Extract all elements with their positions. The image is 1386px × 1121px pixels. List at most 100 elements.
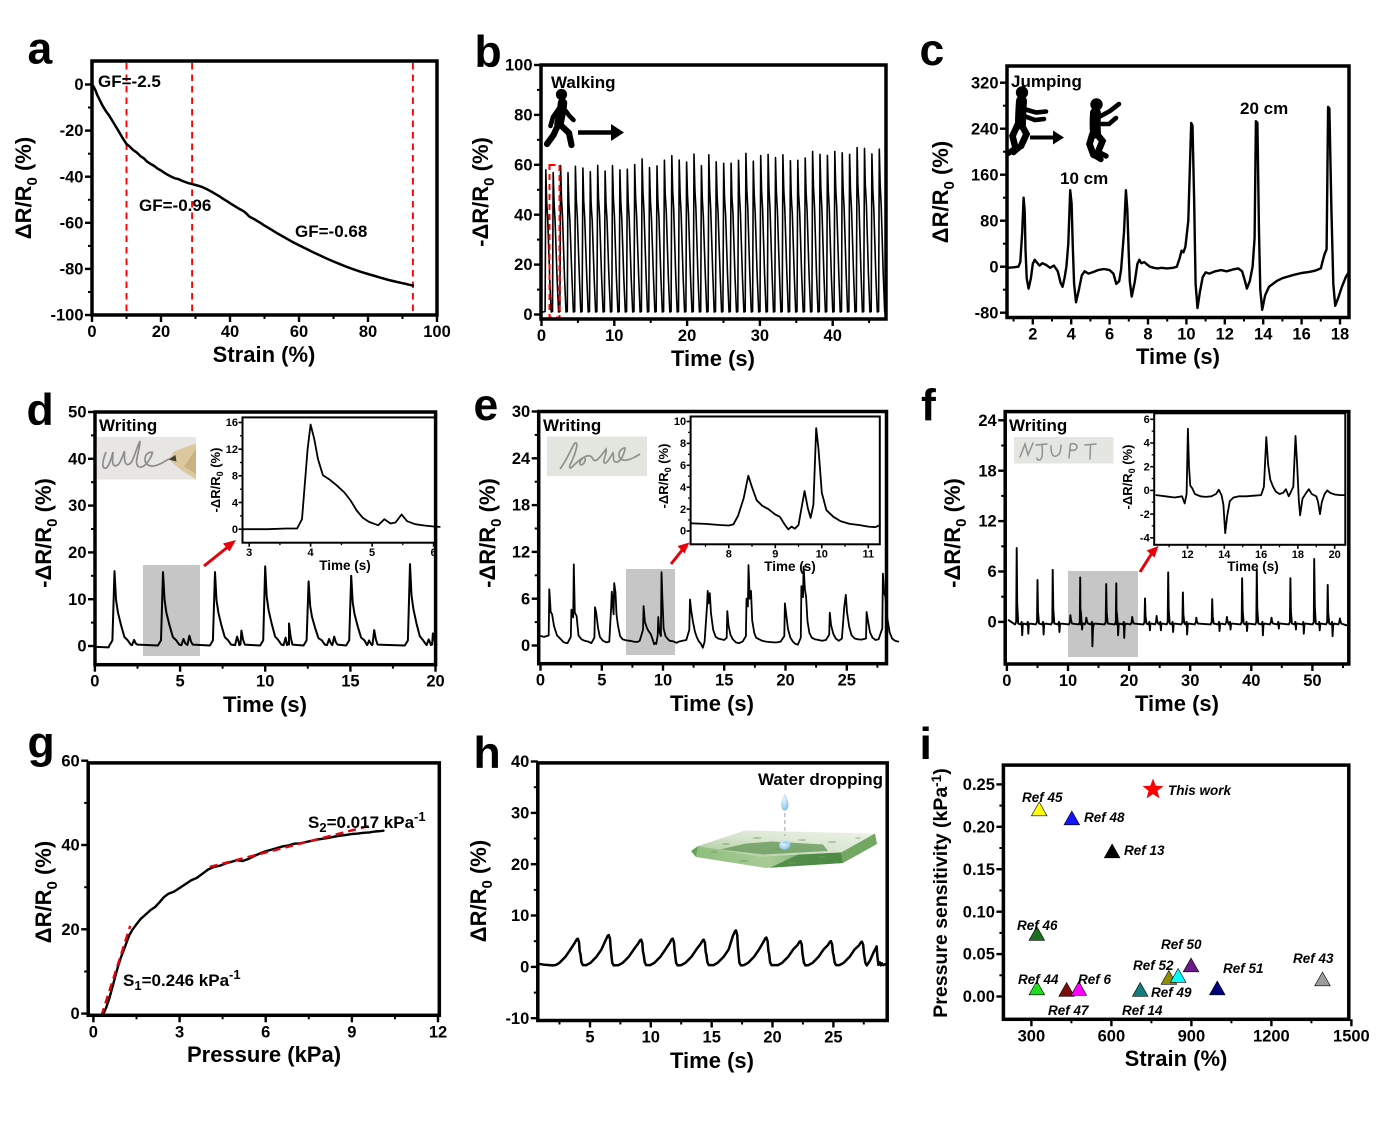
svg-text:60: 60: [514, 156, 532, 174]
svg-text:100: 100: [505, 57, 533, 75]
svg-text:40: 40: [221, 323, 239, 341]
svg-text:14: 14: [1218, 549, 1231, 561]
svg-text:12: 12: [978, 513, 996, 531]
svg-text:Time (s): Time (s): [1136, 344, 1220, 369]
svg-text:0: 0: [523, 306, 532, 324]
svg-text:g: g: [28, 719, 55, 768]
svg-text:320: 320: [971, 74, 999, 92]
svg-text:20: 20: [678, 327, 696, 345]
svg-text:5: 5: [176, 673, 185, 691]
svg-text:0: 0: [520, 959, 529, 977]
svg-text:16: 16: [1255, 549, 1267, 561]
svg-text:20: 20: [776, 672, 794, 690]
svg-text:0: 0: [989, 258, 998, 276]
svg-text:80: 80: [359, 323, 377, 341]
svg-text:100: 100: [423, 323, 451, 341]
svg-text:6: 6: [431, 547, 437, 559]
svg-text:30: 30: [511, 805, 529, 823]
svg-text:10 cm: 10 cm: [1060, 169, 1108, 188]
svg-text:20: 20: [61, 921, 79, 939]
svg-text:0: 0: [988, 614, 997, 632]
svg-text:6: 6: [1105, 326, 1114, 344]
svg-text:8: 8: [232, 471, 238, 483]
svg-text:Time (s): Time (s): [670, 691, 754, 716]
svg-text:-20: -20: [60, 122, 84, 140]
svg-text:2: 2: [1028, 326, 1037, 344]
svg-text:3: 3: [246, 547, 252, 559]
svg-text:5: 5: [369, 547, 375, 559]
svg-text:Pressure (kPa): Pressure (kPa): [187, 1042, 341, 1067]
svg-text:10: 10: [68, 591, 86, 609]
svg-text:-ΔR/R0 (%): -ΔR/R0 (%): [208, 448, 225, 513]
svg-text:40: 40: [824, 327, 842, 345]
svg-text:24: 24: [512, 450, 531, 468]
svg-text:25: 25: [838, 672, 856, 690]
svg-text:10: 10: [642, 1029, 660, 1047]
svg-text:60: 60: [290, 323, 308, 341]
svg-text:6: 6: [988, 563, 997, 581]
svg-text:Walking: Walking: [551, 73, 616, 92]
svg-text:40: 40: [1242, 672, 1260, 690]
svg-text:1500: 1500: [1333, 1027, 1370, 1045]
svg-text:12: 12: [429, 1023, 447, 1041]
svg-text:6: 6: [521, 590, 530, 608]
svg-text:16: 16: [226, 417, 238, 429]
svg-text:0.00: 0.00: [963, 988, 995, 1006]
svg-text:2: 2: [680, 504, 686, 516]
svg-text:20: 20: [763, 1029, 781, 1047]
svg-text:-100: -100: [50, 307, 83, 325]
svg-text:900: 900: [1178, 1027, 1206, 1045]
svg-text:40: 40: [514, 206, 532, 224]
svg-text:40: 40: [511, 753, 529, 771]
svg-text:Ref 46: Ref 46: [1017, 918, 1058, 933]
svg-text:3: 3: [175, 1023, 184, 1041]
svg-text:80: 80: [514, 107, 532, 125]
svg-text:Time (s): Time (s): [1227, 559, 1279, 574]
svg-text:240: 240: [971, 120, 999, 138]
svg-text:Ref 51: Ref 51: [1223, 961, 1264, 976]
svg-text:10: 10: [816, 549, 828, 561]
svg-text:9: 9: [772, 549, 778, 561]
svg-text:Ref 48: Ref 48: [1084, 810, 1125, 825]
svg-text:20: 20: [514, 256, 532, 274]
svg-text:c: c: [920, 26, 945, 75]
svg-text:6: 6: [680, 460, 686, 472]
svg-text:0: 0: [537, 327, 546, 345]
svg-text:f: f: [921, 382, 936, 431]
svg-text:a: a: [28, 25, 54, 74]
svg-text:0.20: 0.20: [963, 818, 995, 836]
svg-text:10: 10: [1059, 672, 1077, 690]
svg-text:S1=0.246 kPa-1: S1=0.246 kPa-1: [123, 967, 241, 993]
svg-text:Pressure sensitivity (kPa-1): Pressure sensitivity (kPa-1): [929, 768, 952, 1017]
svg-text:12: 12: [1181, 549, 1193, 561]
svg-text:Water dropping: Water dropping: [758, 770, 883, 789]
svg-text:Ref 45: Ref 45: [1022, 790, 1063, 805]
svg-text:60: 60: [61, 752, 79, 770]
svg-text:30: 30: [68, 497, 86, 515]
svg-text:4: 4: [232, 497, 239, 509]
svg-text:Time (s): Time (s): [223, 692, 307, 717]
svg-text:Strain (%): Strain (%): [1125, 1046, 1228, 1071]
svg-text:GF=-0.68: GF=-0.68: [295, 222, 367, 241]
svg-text:10: 10: [605, 327, 623, 345]
svg-text:12: 12: [512, 544, 530, 562]
svg-text:20 cm: 20 cm: [1240, 99, 1288, 118]
svg-text:Writing: Writing: [543, 416, 601, 435]
svg-text:This work: This work: [1168, 783, 1233, 798]
svg-text:Time (s): Time (s): [764, 559, 816, 574]
svg-text:80: 80: [980, 212, 998, 230]
svg-text:10: 10: [654, 672, 672, 690]
svg-text:1200: 1200: [1253, 1027, 1290, 1045]
svg-text:40: 40: [68, 450, 86, 468]
svg-text:20: 20: [152, 323, 170, 341]
svg-text:25: 25: [824, 1029, 842, 1047]
svg-text:15: 15: [715, 672, 733, 690]
svg-text:600: 600: [1098, 1027, 1126, 1045]
svg-text:4: 4: [308, 547, 315, 559]
svg-text:9: 9: [347, 1023, 356, 1041]
svg-text:b: b: [475, 28, 502, 77]
svg-text:Ref 43: Ref 43: [1293, 951, 1334, 966]
svg-text:0: 0: [1144, 485, 1150, 497]
svg-text:20: 20: [68, 544, 86, 562]
svg-text:0: 0: [521, 637, 530, 655]
